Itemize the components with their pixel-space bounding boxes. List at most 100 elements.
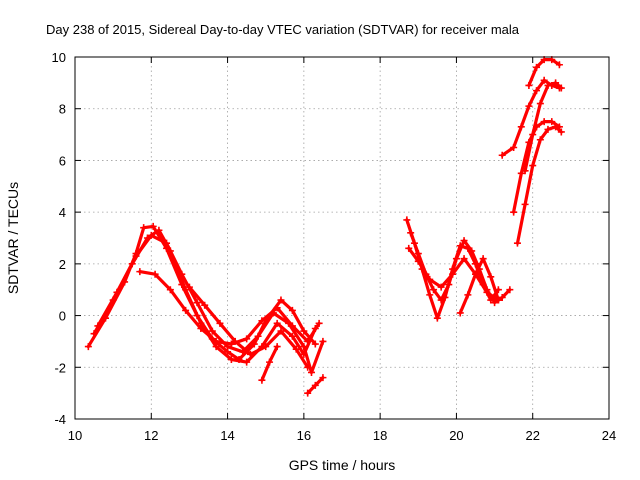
data-point [449, 270, 457, 278]
data-point [540, 76, 548, 84]
data-point [227, 340, 235, 348]
y-tick-label: 8 [59, 102, 66, 117]
data-point [487, 273, 495, 281]
data-point [140, 224, 148, 232]
data-point [151, 270, 159, 278]
data-point [525, 81, 533, 89]
data-point [557, 84, 565, 92]
y-axis-label: SDTVAR / TECUs [5, 182, 21, 294]
data-point [552, 79, 560, 87]
data-point [460, 255, 468, 263]
data-point [307, 368, 315, 376]
data-point [231, 337, 239, 345]
data-point [277, 327, 285, 335]
data-point [414, 250, 422, 258]
data-point [479, 255, 487, 263]
data-point [266, 358, 274, 366]
data-point [136, 268, 144, 276]
data-point [555, 61, 563, 69]
data-point [510, 144, 518, 151]
y-tick-label: -4 [54, 412, 66, 427]
grid [75, 57, 609, 419]
data-point [426, 275, 434, 283]
data-point [433, 314, 441, 322]
series-group [84, 56, 565, 397]
data-point [254, 332, 262, 340]
data-point [288, 306, 296, 314]
data-point [311, 381, 319, 389]
data-point [536, 100, 544, 108]
data-point [437, 283, 445, 291]
data-point [483, 288, 491, 296]
data-point [149, 222, 157, 230]
x-tick-label: 20 [449, 428, 463, 443]
x-axis-label: GPS time / hours [289, 457, 396, 473]
data-point [288, 322, 296, 330]
chart-title: Day 238 of 2015, Sidereal Day-to-day VTE… [46, 22, 520, 37]
data-point [468, 247, 476, 255]
data-point [491, 299, 499, 307]
data-point [533, 63, 541, 71]
data-point [529, 162, 537, 170]
data-point [193, 299, 201, 307]
series-arc-1b [92, 228, 317, 364]
data-point [456, 309, 464, 317]
data-point [498, 293, 506, 301]
data-point [315, 319, 323, 327]
data-point [300, 327, 308, 335]
x-tick-label: 10 [68, 428, 82, 443]
data-point [521, 167, 529, 175]
data-point [494, 296, 502, 304]
data-point [304, 389, 312, 397]
y-tick-label: 0 [59, 309, 66, 324]
y-tick-label: 10 [52, 50, 66, 65]
data-point [521, 200, 529, 208]
x-tick-label: 18 [373, 428, 387, 443]
data-point [536, 136, 544, 144]
data-point [243, 358, 251, 366]
data-point [525, 102, 533, 110]
data-point [166, 286, 174, 294]
data-point [288, 332, 296, 340]
x-tick-label: 22 [525, 428, 539, 443]
data-point [246, 350, 254, 358]
data-point [182, 306, 190, 314]
x-tick-label: 16 [297, 428, 311, 443]
data-point [319, 374, 327, 382]
data-point [437, 296, 445, 304]
data-point [533, 87, 541, 95]
x-tick-label: 14 [220, 428, 234, 443]
data-point [197, 325, 205, 332]
data-point [517, 169, 525, 177]
y-tick-label: 2 [59, 257, 66, 272]
data-point [513, 239, 521, 247]
series-arc-1a [86, 224, 317, 362]
series-arc-1c [96, 233, 325, 375]
data-point [430, 286, 438, 294]
y-tick-label: -2 [54, 360, 66, 375]
data-point [414, 257, 422, 265]
data-point [84, 343, 92, 351]
data-point [540, 118, 548, 126]
data-point [544, 125, 552, 133]
data-point [216, 319, 224, 327]
y-tick-label: 6 [59, 153, 66, 168]
x-tick-label: 12 [144, 428, 158, 443]
data-point [304, 363, 312, 371]
data-point [292, 345, 300, 353]
data-point [498, 151, 506, 159]
series-arc-2d [458, 257, 500, 315]
data-point [445, 281, 453, 289]
data-point [182, 286, 190, 294]
data-point [304, 337, 312, 345]
data-point [273, 319, 281, 327]
plot-frame [74, 56, 610, 420]
data-point [113, 288, 121, 296]
data-point [163, 239, 171, 247]
data-point [544, 81, 552, 89]
data-point [132, 252, 140, 260]
x-tick-label: 24 [602, 428, 616, 443]
data-point [178, 270, 186, 278]
